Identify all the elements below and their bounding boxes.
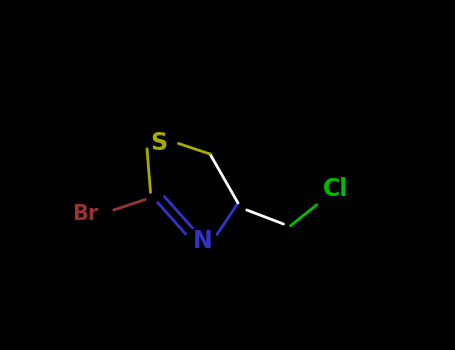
Text: N: N (193, 230, 213, 253)
Text: Br: Br (73, 203, 99, 224)
Text: S: S (151, 132, 168, 155)
Text: Cl: Cl (324, 177, 349, 201)
